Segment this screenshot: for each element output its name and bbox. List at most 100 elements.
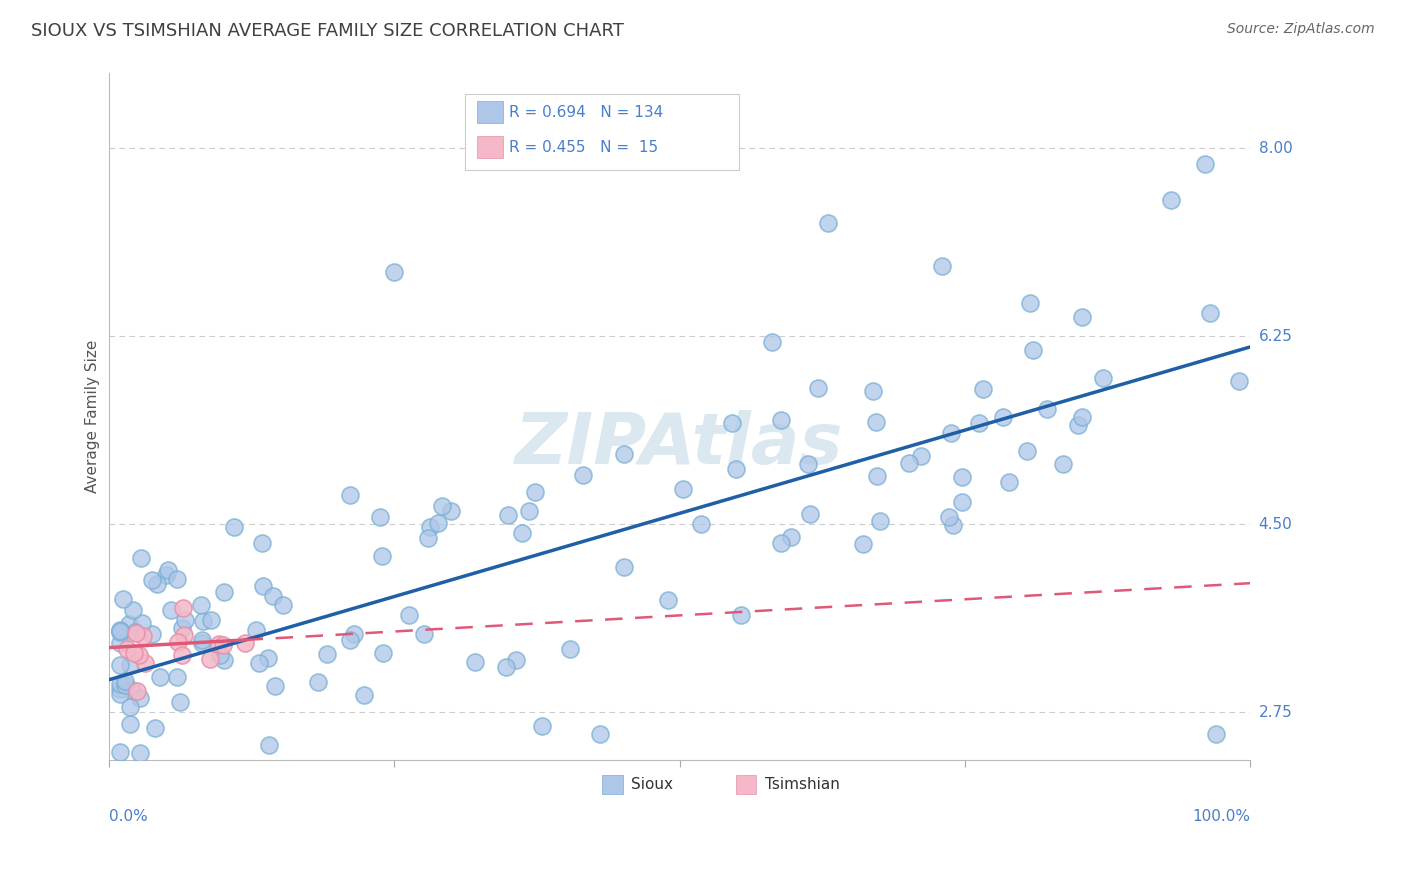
Point	[866, 468, 889, 483]
Text: 4.50: 4.50	[1258, 516, 1292, 532]
Point	[108, 681, 131, 696]
Point	[817, 216, 839, 230]
Point	[343, 626, 366, 640]
Point	[865, 415, 887, 429]
Point	[931, 260, 953, 274]
Point	[967, 416, 990, 430]
Point	[725, 461, 748, 475]
Point	[191, 636, 214, 650]
Point	[131, 615, 153, 630]
Point	[108, 657, 131, 672]
Point	[124, 625, 146, 640]
Point	[524, 484, 547, 499]
Text: 2.75: 2.75	[1258, 705, 1292, 720]
Point	[111, 592, 134, 607]
Point	[173, 613, 195, 627]
Point	[208, 637, 231, 651]
Point	[558, 641, 581, 656]
Point	[495, 660, 517, 674]
Point	[657, 593, 679, 607]
Point	[991, 409, 1014, 424]
Point	[172, 600, 194, 615]
Point	[108, 687, 131, 701]
Point	[120, 717, 142, 731]
Point	[371, 549, 394, 563]
Text: 8.00: 8.00	[1258, 141, 1292, 156]
Point	[496, 508, 519, 523]
Point	[222, 520, 245, 534]
Point	[156, 563, 179, 577]
Point	[146, 781, 169, 796]
Point	[942, 517, 965, 532]
Point	[613, 447, 636, 461]
Point	[427, 516, 450, 530]
Point	[671, 482, 693, 496]
Point	[172, 621, 194, 635]
Point	[159, 772, 181, 787]
Point	[170, 774, 193, 789]
Point	[419, 520, 441, 534]
Text: 6.25: 6.25	[1258, 328, 1292, 343]
Point	[259, 738, 281, 752]
Point	[807, 381, 830, 395]
Text: Tsimshian: Tsimshian	[765, 777, 839, 792]
Point	[166, 635, 188, 649]
Point	[353, 688, 375, 702]
Point	[193, 615, 215, 629]
Point	[166, 670, 188, 684]
Point	[368, 510, 391, 524]
Point	[1160, 194, 1182, 208]
Point	[572, 468, 595, 483]
Point	[1071, 410, 1094, 425]
Point	[316, 647, 339, 661]
Point	[613, 559, 636, 574]
Y-axis label: Average Family Size: Average Family Size	[86, 340, 100, 493]
Point	[127, 683, 149, 698]
Point	[155, 568, 177, 582]
Point	[166, 572, 188, 586]
Point	[247, 656, 270, 670]
Point	[869, 514, 891, 528]
Point	[531, 719, 554, 733]
Point	[1092, 371, 1115, 385]
Point	[141, 626, 163, 640]
Point	[1198, 306, 1220, 320]
Point	[1227, 374, 1250, 388]
Point	[382, 265, 405, 279]
Point	[339, 488, 361, 502]
Point	[129, 746, 152, 760]
Point	[730, 607, 752, 622]
Point	[120, 700, 142, 714]
Point	[780, 530, 803, 544]
Point	[1017, 444, 1039, 458]
Point	[172, 648, 194, 662]
Point	[169, 695, 191, 709]
Point	[118, 617, 141, 632]
Point	[233, 636, 256, 650]
Point	[108, 636, 131, 650]
Point	[307, 675, 329, 690]
Point	[117, 642, 139, 657]
Point	[132, 629, 155, 643]
Point	[430, 500, 453, 514]
Point	[170, 769, 193, 783]
Point	[257, 650, 280, 665]
Text: ZIPAtlas: ZIPAtlas	[515, 409, 844, 479]
Point	[1018, 296, 1040, 310]
Point	[939, 426, 962, 441]
Point	[129, 690, 152, 705]
Point	[412, 627, 434, 641]
Point	[1036, 402, 1059, 417]
Point	[1194, 157, 1216, 171]
Point	[799, 507, 821, 521]
Point	[972, 382, 994, 396]
Point	[190, 599, 212, 613]
Point	[952, 494, 974, 508]
Point	[108, 797, 131, 811]
Point	[769, 413, 792, 427]
Point	[588, 726, 610, 740]
Text: R = 0.694   N = 134: R = 0.694 N = 134	[509, 104, 664, 120]
Point	[440, 503, 463, 517]
Point	[108, 624, 131, 638]
Text: 100.0%: 100.0%	[1192, 808, 1250, 823]
